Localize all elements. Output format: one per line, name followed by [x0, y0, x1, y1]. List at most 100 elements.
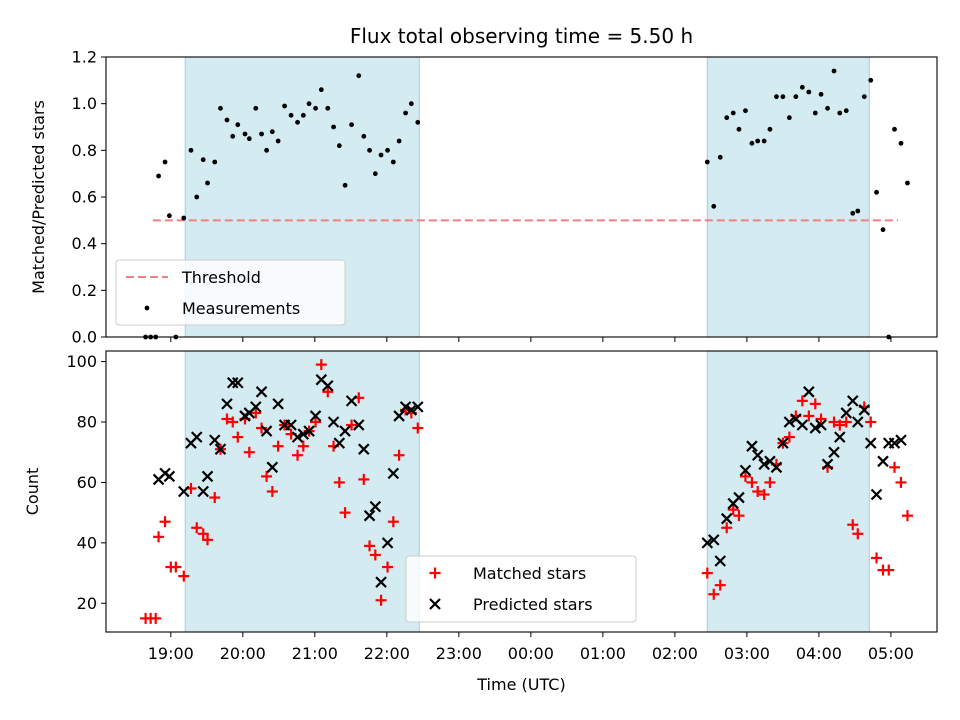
- predicted-stars-point: [852, 416, 864, 428]
- measurement-point: [212, 159, 218, 165]
- predicted-stars-point: [387, 467, 400, 480]
- measurement-point: [818, 91, 824, 97]
- x-tick-label: 23:00: [436, 644, 482, 663]
- predicted-stars-point: [333, 437, 346, 449]
- matched-stars-point: [721, 522, 733, 534]
- predicted-stars-point: [870, 488, 883, 501]
- predicted-stars-point: [751, 449, 764, 462]
- matched-stars-point: [739, 470, 751, 482]
- measurement-point: [378, 152, 384, 158]
- matched-stars-point: [322, 386, 334, 398]
- measurement-point: [253, 105, 259, 111]
- predicted-stars-point: [840, 407, 853, 419]
- measurement-point: [704, 159, 710, 165]
- measurement-point: [224, 117, 230, 123]
- matched-stars-point: [815, 413, 827, 425]
- measurement-point: [264, 147, 269, 153]
- matched-stars-point: [256, 422, 268, 434]
- predicted-stars-point: [221, 398, 233, 410]
- measurement-point: [275, 138, 281, 144]
- measurement-point: [390, 159, 396, 165]
- measurement-point: [774, 94, 779, 100]
- axes-frame: [105, 350, 938, 633]
- measurement-point: [730, 110, 736, 116]
- matched-stars-point: [783, 431, 795, 443]
- y-tick-label: 0.4: [72, 234, 97, 253]
- measurement-point: [325, 105, 331, 111]
- matched-stars-point: [227, 416, 239, 428]
- x-tick-label: 04:00: [796, 644, 842, 663]
- matched-stars-point: [232, 431, 244, 443]
- predicted-stars-point: [783, 416, 796, 428]
- matched-stars-point: [266, 486, 278, 497]
- matched-stars-point: [847, 519, 859, 531]
- predicted-stars-point: [733, 491, 745, 504]
- predicted-stars-point: [877, 455, 889, 468]
- matched-stars-point: [883, 564, 895, 576]
- matched-stars-point: [387, 516, 399, 528]
- measurement-point: [880, 227, 886, 233]
- measurement-point: [349, 122, 354, 128]
- measurement-point: [825, 105, 830, 111]
- measurement-point: [295, 119, 300, 125]
- measurement-point: [761, 138, 767, 144]
- predicted-stars-point: [828, 446, 840, 458]
- measurement-point: [282, 103, 287, 109]
- predicted-stars-point: [864, 437, 877, 449]
- measurement-point: [336, 143, 342, 149]
- predicted-stars-point: [770, 461, 783, 474]
- measurement-point: [799, 84, 805, 90]
- predicted-stars-point: [375, 576, 387, 588]
- measurement-point: [269, 129, 275, 135]
- matched-stars-point: [315, 359, 327, 371]
- measurement-point: [767, 126, 773, 132]
- chart-title: Flux total observing time = 5.50 h: [350, 24, 693, 48]
- x-tick-label: 22:00: [364, 644, 410, 663]
- matched-stars-point: [153, 531, 165, 543]
- measurement-point: [403, 110, 408, 116]
- x-tick-label: 05:00: [868, 644, 914, 663]
- matched-stars-point: [733, 510, 745, 522]
- legend-matched-swatch: [429, 567, 441, 579]
- measurement-point: [372, 171, 378, 177]
- predicted-stars-point: [309, 410, 322, 422]
- measurement-point: [831, 68, 837, 74]
- predicted-stars-point: [888, 437, 901, 449]
- measurement-point: [892, 126, 897, 132]
- matched-stars-point: [272, 440, 284, 452]
- predicted-stars-point: [352, 419, 365, 431]
- measurement-point: [300, 112, 306, 118]
- predicted-stars-point: [714, 555, 727, 567]
- predicted-stars-point: [272, 398, 284, 410]
- predicted-stars-point: [214, 443, 227, 455]
- matched-stars-point: [159, 516, 171, 528]
- predicted-stars-point: [260, 425, 273, 437]
- x-axis-label: Time (UTC): [476, 675, 565, 694]
- matched-stars-point: [221, 413, 233, 425]
- measurement-point: [230, 133, 236, 139]
- matched-stars-point: [310, 416, 322, 428]
- y-tick-label: 40: [77, 533, 97, 552]
- predicted-stars-point: [197, 485, 209, 498]
- y-axis-label: Matched/Predicted stars: [29, 100, 48, 294]
- predicted-stars-point: [291, 431, 304, 443]
- measurement-point: [837, 110, 843, 116]
- matched-stars-point: [764, 476, 776, 488]
- predicted-stars-point: [190, 431, 203, 443]
- matched-stars-point: [714, 579, 726, 591]
- predicted-stars-point: [339, 425, 351, 437]
- legend: Matched stars Predicted stars: [405, 555, 637, 623]
- predicted-stars-point: [809, 422, 822, 434]
- legend-threshold-label: Threshold: [181, 268, 261, 287]
- measurement-point: [793, 94, 799, 100]
- matched-stars-point: [828, 416, 840, 428]
- matched-stars-point: [243, 446, 255, 458]
- y-tick-label: 100: [66, 352, 97, 371]
- predicted-stars-point: [201, 470, 214, 483]
- matched-stars-point: [297, 440, 309, 452]
- matched-stars-point: [701, 567, 713, 579]
- matched-stars-point: [834, 419, 846, 431]
- y-axis-label: Count: [23, 468, 42, 516]
- matched-stars-point: [809, 398, 821, 410]
- measurement-point: [318, 87, 324, 93]
